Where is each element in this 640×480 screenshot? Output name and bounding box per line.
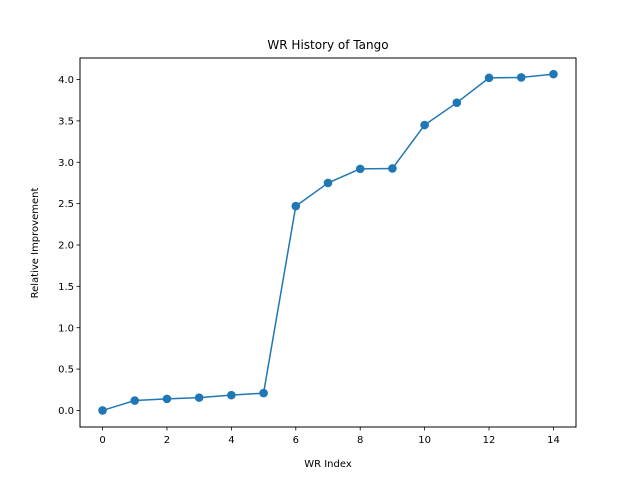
x-tick-label: 12 [483,435,496,446]
data-point [194,393,204,402]
data-point [420,120,429,130]
x-tick-label: 14 [547,435,560,446]
x-axis-label: WR Index [304,459,352,470]
data-point [130,396,140,405]
x-tick-label: 0 [99,435,105,446]
y-tick-label: 2.0 [58,241,74,252]
x-tick-label: 6 [293,435,299,446]
y-tick-label: 2.5 [58,199,74,210]
x-tick-label: 2 [164,435,170,446]
x-tick-label: 8 [357,435,363,446]
y-tick-label: 1.0 [58,323,74,334]
data-point [549,69,558,79]
data-point [484,73,494,83]
y-tick-label: 4.0 [58,75,74,86]
y-axis-label: Relative Improvement [30,188,41,299]
x-axis-ticks: 0 2 4 6 8 10 12 14 [99,427,560,446]
chart-title: WR History of Tango [267,38,388,52]
series-layer [98,69,558,415]
data-point [516,73,526,82]
x-tick-label: 4 [228,435,234,446]
axes-frame [79,57,577,428]
data-point [227,390,236,400]
y-tick-label: 3.0 [58,158,74,169]
data-point [388,164,397,173]
y-tick-label: 1.5 [58,282,74,293]
data-point [259,388,268,398]
y-tick-label: 0.0 [58,406,74,417]
x-tick-label: 10 [418,435,431,446]
data-point [162,394,172,404]
data-point [291,201,301,211]
data-point [323,178,333,188]
data-point [98,406,107,415]
data-point [355,164,365,174]
data-point [452,98,462,107]
y-axis-ticks: 0.0 0.5 1.0 1.5 2.0 2.5 3.0 3.5 4.0 [58,75,80,417]
y-tick-label: 0.5 [58,365,74,376]
y-tick-label: 3.5 [58,116,74,127]
